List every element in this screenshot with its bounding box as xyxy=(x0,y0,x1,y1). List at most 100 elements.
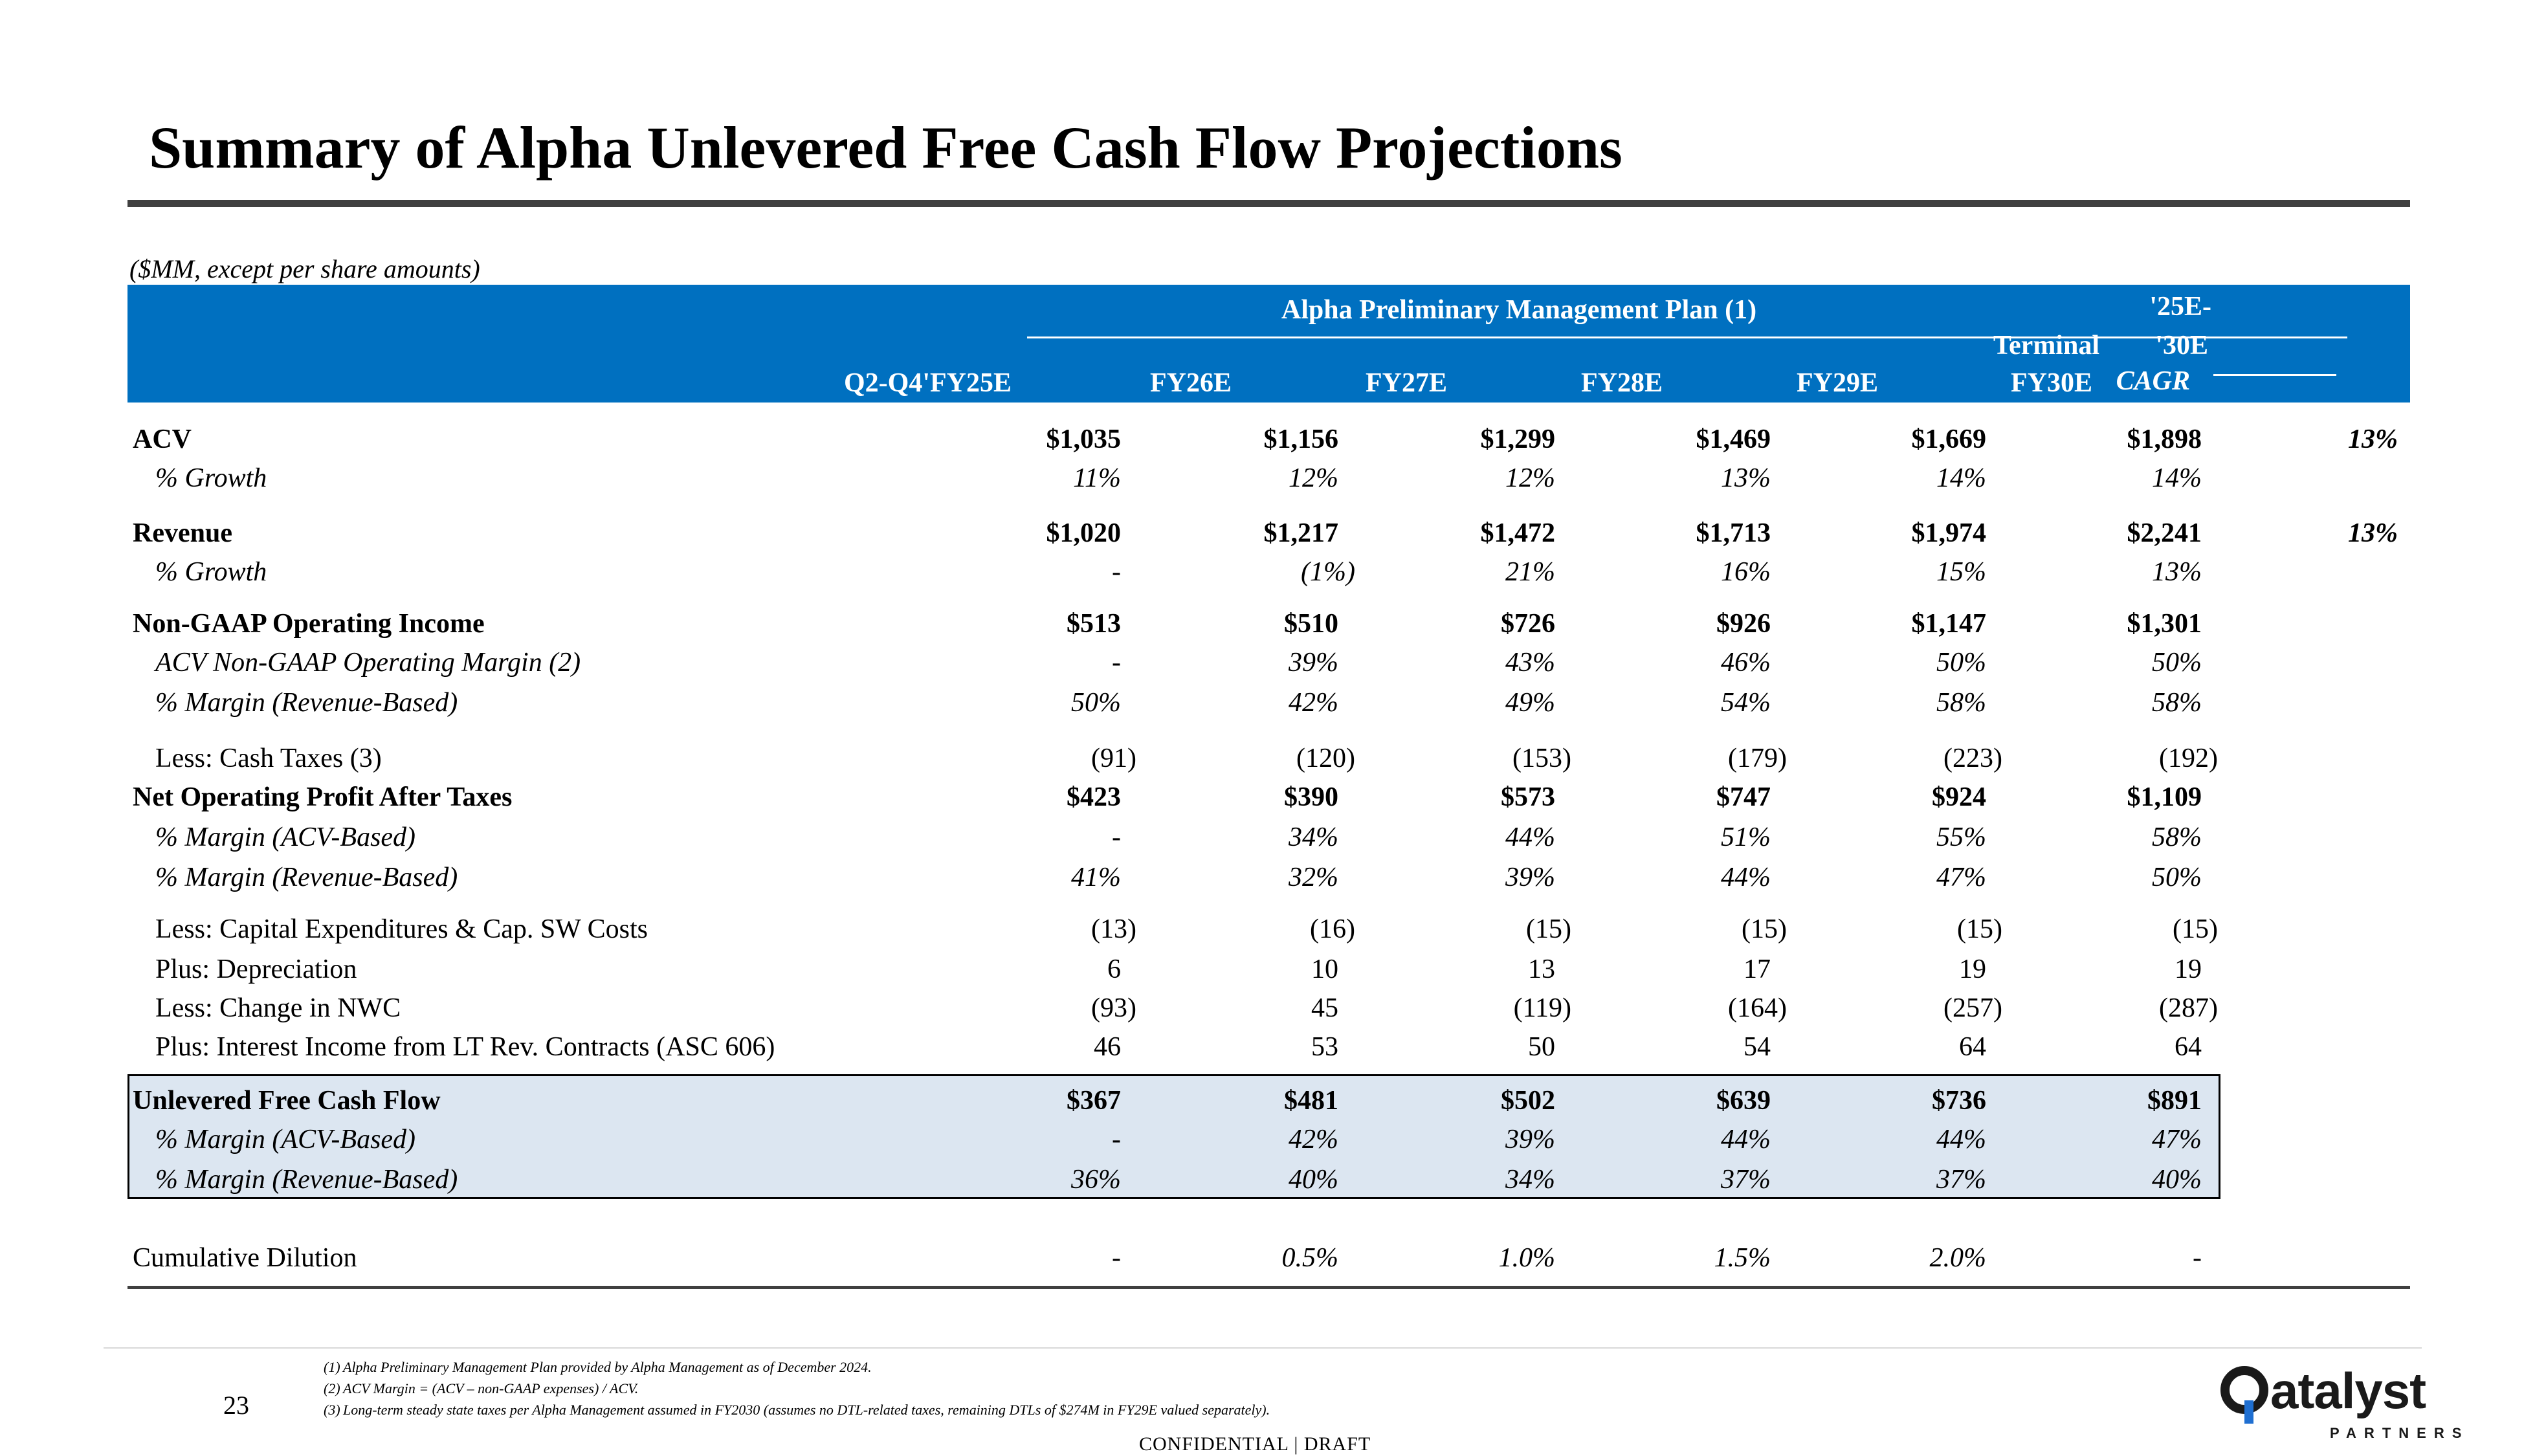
row-value: - xyxy=(1112,822,1121,852)
row-label: Less: Change in NWC xyxy=(155,993,401,1023)
table-row: Net Operating Profit After Taxes $423 $390… xyxy=(0,782,2524,822)
row-label: Less: Capital Expenditures & Cap. SW Cos… xyxy=(155,914,648,944)
row-value: 42% xyxy=(1289,688,1338,718)
row-value: 16% xyxy=(1721,557,1771,587)
table-row: Less: Cash Taxes (3) (91) (120) (153) (179) (… xyxy=(0,743,2524,783)
row-value: 54 xyxy=(1744,1032,1771,1062)
row-value: 11% xyxy=(1073,463,1121,493)
row-value: $736 xyxy=(1932,1086,1986,1116)
row-value: 64 xyxy=(2175,1032,2202,1062)
row-value: 14% xyxy=(2152,463,2202,493)
page-number: 23 xyxy=(223,1391,249,1420)
row-value: 13% xyxy=(2152,557,2202,587)
row-value: $513 xyxy=(1067,609,1121,639)
footnote-3: (3) Long-term steady state taxes per Alph… xyxy=(324,1402,1270,1418)
row-value: 58% xyxy=(2152,822,2202,852)
plan-underline xyxy=(1027,336,2347,338)
row-value: $510 xyxy=(1284,609,1338,639)
row-value: 36% xyxy=(1071,1165,1121,1195)
row-value: (192) xyxy=(2159,744,2218,773)
table-row: Revenue $1,020 $1,217 $1,472 $1,713 $1,974 $2,… xyxy=(0,518,2524,558)
row-value: 55% xyxy=(1936,822,1986,852)
row-label: % Margin (ACV-Based) xyxy=(155,822,416,852)
table-row: Cumulative Dilution - 0.5% 1.0% 1.5% 2.0% - xyxy=(0,1242,2524,1283)
row-value: 46% xyxy=(1721,648,1771,678)
terminal-label: Terminal xyxy=(1993,331,2099,360)
row-value: 41% xyxy=(1071,863,1121,892)
row-value: 19 xyxy=(2175,954,2202,984)
row-value: $1,713 xyxy=(1696,518,1771,548)
row-value: $747 xyxy=(1716,782,1771,812)
row-label: ACV Non-GAAP Operating Margin (2) xyxy=(155,648,581,678)
row-value: $1,020 xyxy=(1046,518,1122,548)
row-value: 1.0% xyxy=(1498,1243,1556,1273)
table-row: ACV Non-GAAP Operating Margin (2) - 39% 43%… xyxy=(0,647,2524,687)
row-value: - xyxy=(2193,1243,2202,1273)
row-value: 44% xyxy=(1721,1125,1771,1154)
row-value: $1,898 xyxy=(2127,425,2202,454)
row-label: Revenue xyxy=(133,518,232,548)
table-row: Less: Change in NWC (93) 45 (119) (164) (257)… xyxy=(0,993,2524,1033)
row-value: 58% xyxy=(1936,688,1986,718)
row-value: 47% xyxy=(1936,863,1986,892)
table-row: % Growth - (1%) 21% 16% 15% 13% xyxy=(0,557,2524,597)
row-value: 12% xyxy=(1505,463,1555,493)
row-value: $1,109 xyxy=(2127,782,2202,812)
row-value: 15% xyxy=(1936,557,1986,587)
confidential-label: CONFIDENTIAL | DRAFT xyxy=(1139,1433,1371,1455)
col-header-fy27e: FY27E xyxy=(1366,368,1447,398)
row-label: Net Operating Profit After Taxes xyxy=(133,782,513,812)
row-value: $1,974 xyxy=(1911,518,1987,548)
table-row: Unlevered Free Cash Flow $367 $481 $502 $639… xyxy=(0,1085,2524,1125)
row-value: (13) xyxy=(1091,914,1136,944)
row-value: 34% xyxy=(1289,822,1338,852)
logo-wordmark: atalyst xyxy=(2270,1362,2426,1419)
row-value: 53 xyxy=(1311,1032,1338,1062)
row-value: $926 xyxy=(1716,609,1771,639)
row-value: 54% xyxy=(1721,688,1771,718)
row-value: 10 xyxy=(1311,954,1338,984)
col-header-fy29e: FY29E xyxy=(1797,368,1878,398)
table-row: % Margin (Revenue-Based) 50% 42% 49% 54% 58% 5… xyxy=(0,687,2524,727)
row-value: 42% xyxy=(1289,1125,1338,1154)
table-row: % Margin (ACV-Based) - 34% 44% 51% 55% 58% xyxy=(0,822,2524,862)
cagr-label-line3: CAGR xyxy=(2116,366,2190,396)
row-value: $726 xyxy=(1501,609,1555,639)
table-row: Plus: Depreciation 6 10 13 17 19 19 xyxy=(0,954,2524,994)
row-label: % Margin (Revenue-Based) xyxy=(155,1165,458,1195)
table-row: % Margin (Revenue-Based) 36% 40% 34% 37% 37% 4… xyxy=(0,1164,2524,1204)
row-value: 47% xyxy=(2152,1125,2202,1154)
row-value: 64 xyxy=(1959,1032,1986,1062)
row-value: (15) xyxy=(2173,914,2218,944)
row-value: 50% xyxy=(1071,688,1121,718)
row-value: $481 xyxy=(1284,1086,1338,1116)
row-value: - xyxy=(1112,557,1121,587)
logo-subtitle: PARTNERS xyxy=(2330,1425,2470,1441)
row-value: (91) xyxy=(1091,744,1136,773)
row-value: 13 xyxy=(1528,954,1555,984)
row-value: 32% xyxy=(1289,863,1338,892)
row-value: $1,217 xyxy=(1263,518,1339,548)
terminal-underline xyxy=(2213,374,2336,376)
row-value: $891 xyxy=(2147,1086,2202,1116)
row-value: 49% xyxy=(1505,688,1555,718)
row-value: 44% xyxy=(1721,863,1771,892)
row-value: $1,472 xyxy=(1480,518,1556,548)
row-value: $1,147 xyxy=(1911,609,1987,639)
row-value: 44% xyxy=(1936,1125,1986,1154)
row-value: 2.0% xyxy=(1929,1243,1987,1273)
row-value: (179) xyxy=(1728,744,1787,773)
row-value: (223) xyxy=(1943,744,2002,773)
table-row: % Growth 11% 12% 12% 13% 14% 14% xyxy=(0,463,2524,503)
row-value: (15) xyxy=(1957,914,2002,944)
row-value: (153) xyxy=(1512,744,1571,773)
row-value: (1%) xyxy=(1301,557,1355,587)
row-value: $367 xyxy=(1067,1086,1121,1116)
row-label: Non-GAAP Operating Income xyxy=(133,609,485,639)
row-value: (120) xyxy=(1296,744,1355,773)
table-row: % Margin (ACV-Based) - 42% 39% 44% 44% 47% xyxy=(0,1124,2524,1164)
ufcf-highlight-box xyxy=(127,1074,2220,1199)
row-value: 19 xyxy=(1959,954,1986,984)
row-value: 50% xyxy=(2152,863,2202,892)
row-value: $924 xyxy=(1932,782,1986,812)
